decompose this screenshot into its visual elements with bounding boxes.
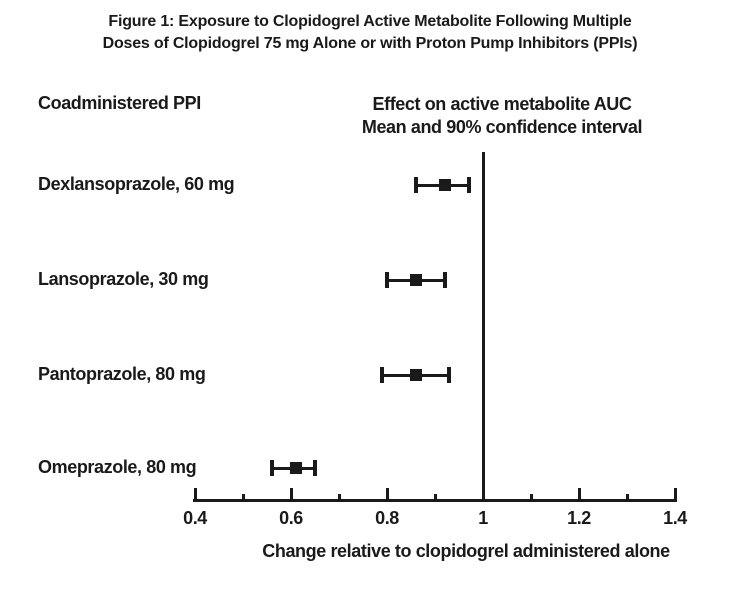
x-axis-tick-label: 0.6 [279,508,303,528]
reference-line [482,152,485,502]
x-axis-major-tick [290,488,293,502]
forest-row-label: Lansoprazole, 30 mg [38,269,209,290]
x-axis-tick-label: 0.8 [375,508,399,528]
x-axis-tick-label: 1.2 [567,508,591,528]
x-axis-minor-tick [626,494,629,502]
x-axis-minor-tick [338,494,341,502]
ci-cap-high [313,460,317,476]
column-header-coadministered-ppi: Coadministered PPI [38,93,201,113]
x-axis-major-tick [578,488,581,502]
x-axis-major-tick [674,488,677,502]
x-axis-major-tick [194,488,197,502]
ci-cap-low [380,367,385,383]
column-header-effect-auc: Effect on active metabolite AUC Mean and… [352,93,652,139]
x-axis-major-tick [386,488,389,502]
x-axis-tick-label: 0.4 [183,508,207,528]
forest-row-label: Dexlansoprazole, 60 mg [38,174,235,195]
mean-square-marker [289,462,302,474]
ci-cap-high [447,367,452,383]
mean-square-marker [409,369,422,381]
column-header-effect-line2: Mean and 90% confidence interval [361,117,643,137]
x-axis-title: Change relative to clopidogrel administe… [262,541,670,561]
forest-row-label: Omeprazole, 80 mg [38,457,197,478]
x-axis-minor-tick [242,494,245,502]
ci-cap-low [269,460,274,476]
x-axis-minor-tick [434,494,437,502]
ci-cap-low [413,177,418,193]
mean-square-marker [409,274,422,286]
figure-title-line2: Doses of Clopidogrel 75 mg Alone or with… [102,35,638,52]
ci-cap-high [466,177,471,193]
figure-title: Figure 1: Exposure to Clopidogrel Active… [0,11,740,55]
mean-square-marker [438,179,451,191]
x-axis-tick-label: 1 [478,508,488,528]
ci-cap-high [442,272,447,288]
ci-cap-low [385,272,389,288]
figure-title-line1: Figure 1: Exposure to Clopidogrel Active… [108,13,632,30]
x-axis-minor-tick [530,494,533,502]
x-axis-tick-label: 1.4 [663,508,687,528]
forest-row-label: Pantoprazole, 80 mg [38,364,206,385]
column-header-effect-line1: Effect on active metabolite AUC [372,94,632,114]
